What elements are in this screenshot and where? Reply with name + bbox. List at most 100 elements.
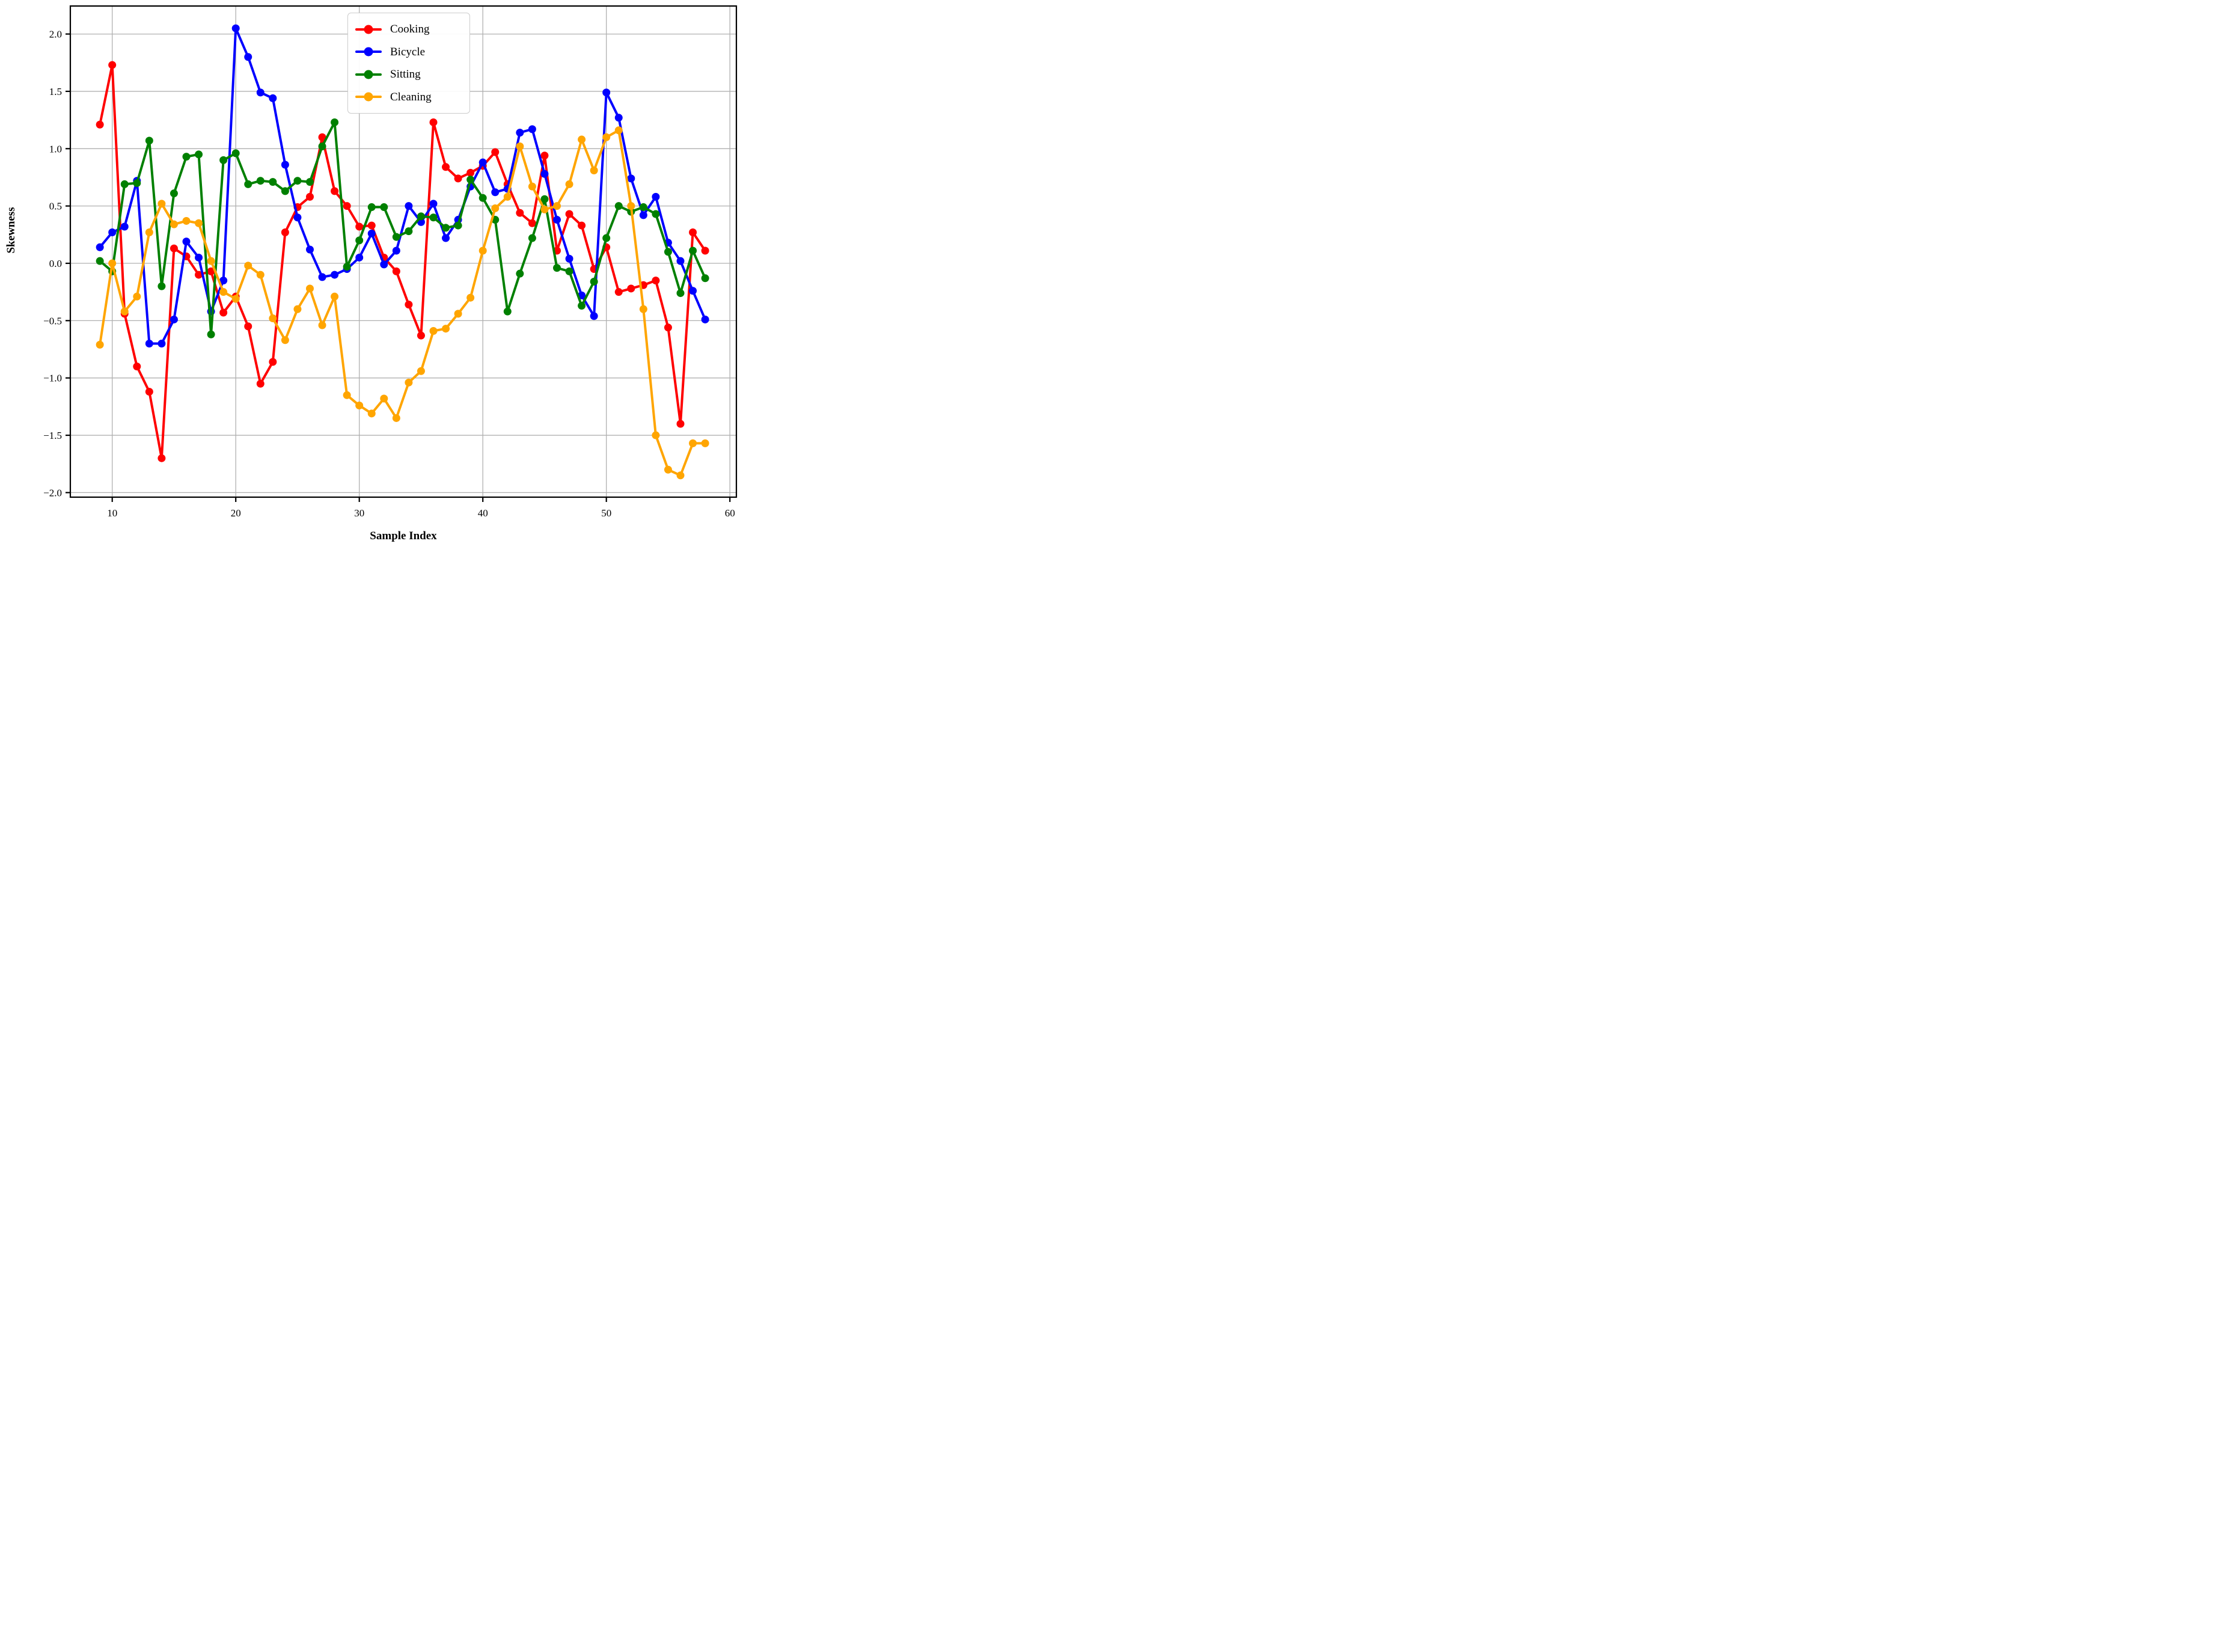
cleaning-marker: [602, 133, 611, 141]
sitting-marker: [590, 278, 598, 286]
y-axis-label: Skewness: [5, 207, 17, 253]
cleaning-marker: [689, 439, 697, 447]
cooking-marker: [614, 288, 623, 296]
bicycle-marker: [306, 245, 314, 254]
sitting-marker: [652, 210, 660, 218]
sitting-marker: [503, 307, 512, 316]
cooking-marker: [442, 163, 450, 171]
bicycle-marker: [195, 253, 203, 262]
cleaning-marker: [639, 305, 647, 313]
cleaning-marker: [664, 465, 672, 474]
bicycle-marker: [676, 257, 685, 265]
sitting-marker: [120, 180, 129, 188]
cleaning-line-swatch-icon: [355, 92, 382, 102]
cooking-marker: [269, 358, 277, 366]
cleaning-marker: [108, 259, 117, 268]
cleaning-marker: [145, 228, 153, 237]
cleaning-marker: [157, 200, 166, 208]
cooking-marker: [343, 202, 351, 210]
bicycle-marker: [367, 229, 376, 237]
sitting-marker: [664, 248, 672, 256]
cooking-marker: [219, 308, 228, 317]
bicycle-marker: [540, 170, 549, 178]
cooking-marker: [528, 219, 536, 227]
cooking-marker: [318, 133, 326, 141]
cleaning-marker: [478, 246, 487, 255]
cooking-marker: [652, 277, 660, 285]
sitting-marker: [207, 330, 215, 338]
sitting-marker: [578, 302, 586, 310]
cleaning-marker: [331, 292, 339, 301]
legend-label-cleaning: Cleaning: [390, 90, 432, 103]
bicycle-line-swatch-icon: [355, 47, 382, 57]
sitting-marker: [701, 274, 709, 283]
y-tick-label: −2.0: [43, 487, 62, 498]
cleaning-marker: [219, 288, 228, 296]
sitting-marker: [528, 234, 536, 242]
legend-item-cleaning: Cleaning: [355, 86, 460, 109]
bicycle-marker: [392, 246, 400, 255]
cleaning-marker: [528, 182, 536, 191]
sitting-marker: [133, 179, 141, 188]
sitting-marker: [231, 149, 240, 158]
cooking-marker: [133, 363, 141, 371]
cleaning-marker: [553, 202, 561, 210]
cooking-marker: [516, 209, 524, 217]
cooking-marker: [256, 379, 264, 388]
cleaning-marker: [170, 220, 178, 228]
sitting-marker: [676, 289, 685, 298]
cooking-marker: [578, 221, 586, 230]
cooking-marker: [207, 267, 215, 275]
bicycle-marker: [355, 253, 364, 262]
bicycle-marker: [256, 88, 264, 97]
cleaning-marker: [652, 431, 660, 439]
cooking-marker: [627, 284, 635, 293]
cleaning-marker: [516, 142, 524, 150]
cleaning-marker: [367, 409, 376, 418]
cleaning-marker: [120, 307, 129, 316]
cleaning-marker: [417, 367, 425, 375]
bicycle-marker: [96, 243, 104, 251]
x-axis-label: Sample Index: [370, 530, 437, 542]
cooking-marker: [157, 454, 166, 462]
bicycle-marker: [157, 339, 166, 347]
sitting-marker: [614, 202, 623, 210]
bicycle-marker: [380, 260, 388, 269]
x-tick-label: 40: [478, 507, 488, 519]
cooking-marker: [676, 420, 685, 428]
bicycle-marker: [405, 202, 413, 210]
bicycle-marker: [614, 114, 623, 122]
cleaning-marker: [96, 340, 104, 349]
bicycle-marker: [516, 129, 524, 137]
sitting-marker: [429, 213, 438, 222]
sitting-marker: [293, 177, 302, 185]
cleaning-marker: [442, 325, 450, 333]
cleaning-marker: [281, 336, 289, 344]
cleaning-marker: [256, 271, 264, 279]
bicycle-marker: [491, 188, 500, 197]
cleaning-marker: [293, 305, 302, 313]
sitting-marker: [269, 178, 277, 186]
sitting-marker: [540, 195, 549, 203]
sitting-marker: [392, 233, 400, 241]
cleaning-marker: [429, 327, 438, 335]
y-tick-label: −1.0: [43, 373, 62, 384]
bicycle-marker: [244, 53, 252, 61]
cleaning-marker: [269, 314, 277, 323]
sitting-marker: [244, 180, 252, 188]
cooking-marker: [565, 210, 573, 218]
bicycle-marker: [627, 174, 635, 183]
legend-box: Cooking Bicycle Sitting Cleaning: [347, 13, 470, 114]
bicycle-marker: [429, 200, 438, 208]
cooking-marker: [701, 246, 709, 255]
y-tick-label: 1.0: [49, 143, 62, 154]
sitting-marker: [318, 142, 326, 150]
bicycle-marker: [170, 315, 178, 323]
sitting-marker: [331, 118, 339, 126]
bicycle-marker: [231, 24, 240, 32]
bicycle-marker: [108, 228, 117, 237]
cooking-marker: [195, 271, 203, 279]
y-tick-label: 0.0: [49, 258, 62, 269]
cleaning-marker: [466, 293, 475, 302]
cooking-marker: [540, 151, 549, 160]
